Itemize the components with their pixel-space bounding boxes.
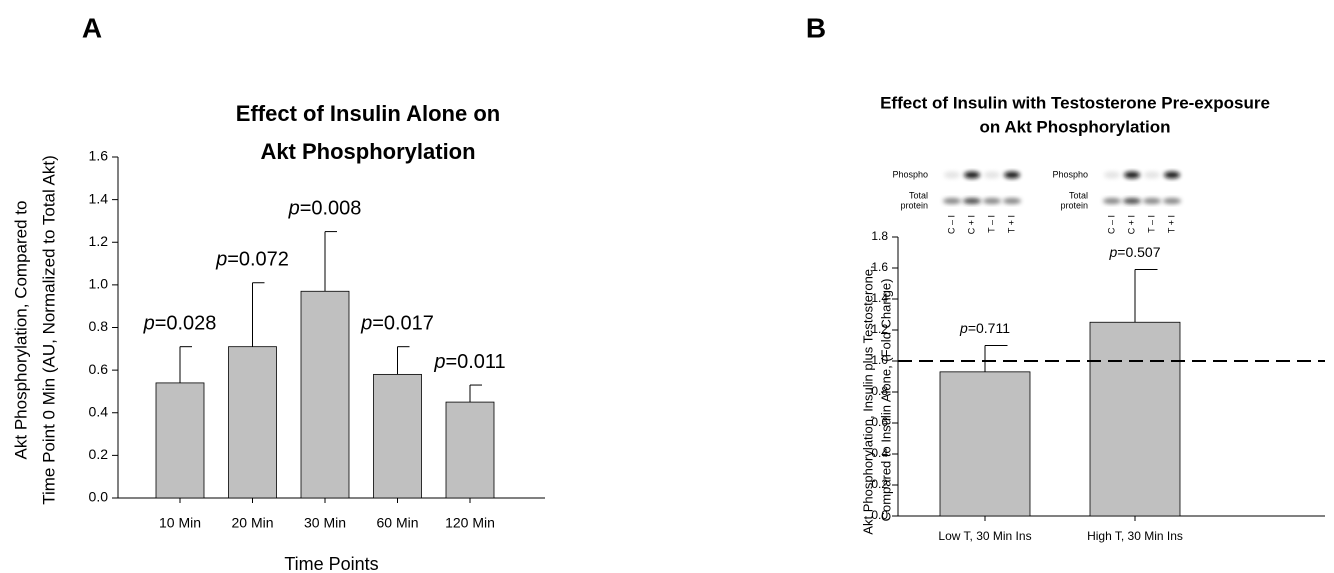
blot-band xyxy=(984,172,1000,179)
blot-band xyxy=(1143,198,1161,204)
p-value-annotation: p=0.008 xyxy=(288,198,362,220)
p-value-annotation: p=0.028 xyxy=(143,313,217,335)
x-tick-label: 20 Min xyxy=(231,515,273,531)
y-tick-label: 1.0 xyxy=(89,276,109,292)
y-axis-label: Akt Phosphorylation, Compared to xyxy=(11,201,30,460)
blot-band xyxy=(1123,198,1141,204)
blot-band xyxy=(943,198,961,204)
blot-row-label: Total xyxy=(1069,190,1088,200)
bar xyxy=(446,402,494,498)
y-tick-label: 0.8 xyxy=(871,384,888,398)
chart-title: Akt Phosphorylation xyxy=(260,139,475,164)
x-tick-label: High T, 30 Min Ins xyxy=(1087,529,1183,543)
bar xyxy=(374,374,422,498)
y-tick-label: 1.8 xyxy=(871,229,888,243)
blot-band xyxy=(944,172,960,179)
y-tick-label: 0.8 xyxy=(89,318,109,334)
blot-lane-label: T – I xyxy=(986,215,996,233)
bar xyxy=(301,291,349,498)
page: A Effect of Insulin Alone on Akt Phosphory… xyxy=(0,0,1334,573)
blot-band xyxy=(1003,198,1021,204)
blot-lane-label: T + I xyxy=(1006,215,1016,233)
figure: A Effect of Insulin Alone on Akt Phosphory… xyxy=(0,0,1334,573)
blot-row-label: protein xyxy=(900,200,928,210)
y-tick-label: 1.0 xyxy=(871,353,888,367)
p-symbol: p xyxy=(1108,244,1117,260)
y-axis-label: Time Point 0 Min (AU, Normalized to Tota… xyxy=(39,155,58,505)
blot-lane-label: T – I xyxy=(1146,215,1156,233)
blot-row-label: Total xyxy=(909,190,928,200)
x-axis-label: Time Points xyxy=(284,554,378,573)
blot-band xyxy=(1103,198,1121,204)
p-value: =0.011 xyxy=(445,351,505,373)
x-tick-label: 120 Min xyxy=(445,515,495,531)
y-axis-label: Akt Phosphorylation, Insulin plus Testos… xyxy=(860,265,875,534)
blot-band xyxy=(1164,172,1180,179)
y-tick-label: 0.4 xyxy=(89,403,109,419)
y-tick-label: 1.6 xyxy=(89,148,109,164)
p-value-annotation: p=0.507 xyxy=(1108,244,1160,260)
y-tick-label: 0.0 xyxy=(89,489,109,505)
y-tick-label: 1.4 xyxy=(89,190,109,206)
p-value-annotation: p=0.072 xyxy=(215,249,289,271)
blot-lane-label: C + I xyxy=(966,215,976,234)
blot-row-label: Phospho xyxy=(892,169,928,179)
blot-band xyxy=(1144,172,1160,179)
blot-band xyxy=(1163,198,1181,204)
y-tick-label: 0.6 xyxy=(871,415,888,429)
blot-band xyxy=(964,172,980,179)
p-value: =0.017 xyxy=(372,313,434,335)
y-tick-label: 1.4 xyxy=(871,291,888,305)
blot-band xyxy=(963,198,981,204)
y-tick-label: 1.2 xyxy=(871,322,888,336)
bar xyxy=(1090,322,1180,516)
x-tick-label: 10 Min xyxy=(159,515,201,531)
chart-title: on Akt Phosphorylation xyxy=(979,117,1170,136)
y-tick-label: 0.4 xyxy=(871,446,888,460)
y-tick-label: 0.2 xyxy=(871,477,888,491)
p-symbol: p xyxy=(959,320,968,336)
p-value: =0.028 xyxy=(155,313,217,335)
y-tick-label: 1.6 xyxy=(871,260,888,274)
x-tick-label: Low T, 30 Min Ins xyxy=(938,529,1031,543)
p-value: =0.507 xyxy=(1117,244,1160,260)
panel-label: B xyxy=(806,12,826,43)
blot-band xyxy=(1104,172,1120,179)
p-value: =0.072 xyxy=(227,249,289,271)
p-value-annotation: p=0.711 xyxy=(959,320,1010,336)
chart-title: Effect of Insulin Alone on xyxy=(236,101,500,126)
p-symbol: p xyxy=(143,313,155,335)
p-value: =0.711 xyxy=(968,320,1010,336)
blot-lane-label: C – I xyxy=(1106,215,1116,234)
x-tick-label: 30 Min xyxy=(304,515,346,531)
p-symbol: p xyxy=(288,198,300,220)
panel-label: A xyxy=(82,12,102,43)
y-tick-label: 0.6 xyxy=(89,361,109,377)
blot-lane-label: C – I xyxy=(946,215,956,234)
p-symbol: p xyxy=(215,249,227,271)
bar xyxy=(940,372,1030,516)
blot-band xyxy=(1004,172,1020,179)
blot-band xyxy=(1124,172,1140,179)
p-value-annotation: p=0.011 xyxy=(433,351,505,373)
x-tick-label: 60 Min xyxy=(376,515,418,531)
chart-title: Effect of Insulin with Testosterone Pre-… xyxy=(880,93,1270,112)
p-value-annotation: p=0.017 xyxy=(360,313,434,335)
y-tick-label: 1.2 xyxy=(89,233,109,249)
blot-lane-label: T + I xyxy=(1166,215,1176,233)
p-value: =0.008 xyxy=(300,198,362,220)
blot-row-label: protein xyxy=(1060,200,1088,210)
p-symbol: p xyxy=(433,351,445,373)
blot-band xyxy=(983,198,1001,204)
p-symbol: p xyxy=(360,313,372,335)
y-tick-label: 0.2 xyxy=(89,446,109,462)
blot-row-label: Phospho xyxy=(1052,169,1088,179)
blot-lane-label: C + I xyxy=(1126,215,1136,234)
y-tick-label: 0.0 xyxy=(871,508,888,522)
bar xyxy=(156,383,204,498)
bar xyxy=(229,347,277,498)
